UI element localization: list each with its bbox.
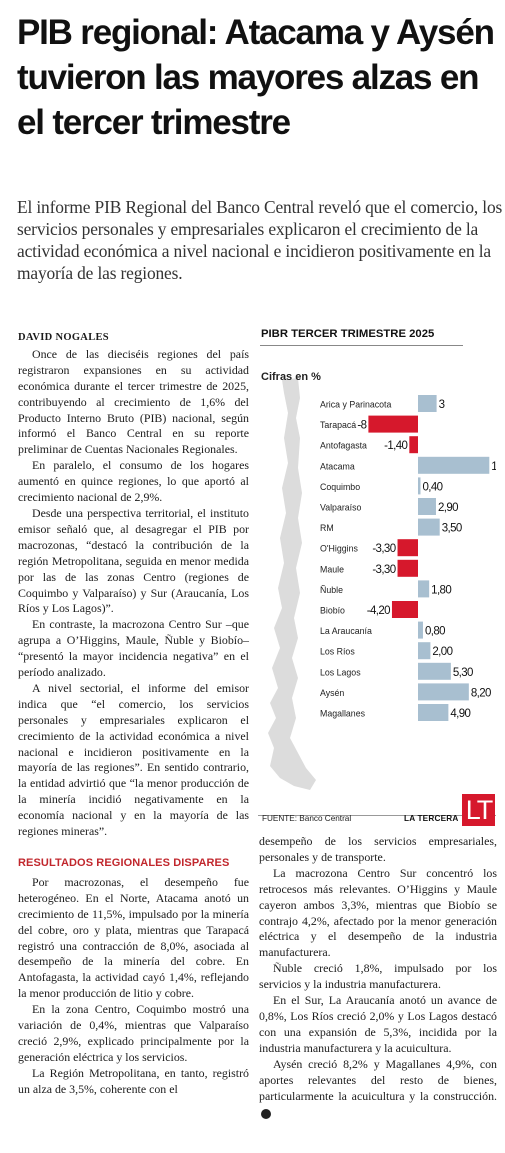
paragraph: Aysén creció 8,2% y Magallanes 4,9%, con… xyxy=(259,1056,497,1120)
body-text-part-3: desempeño de los servicios empresariales… xyxy=(259,834,497,1120)
category-label: Maule xyxy=(320,564,344,574)
body-text-part-2: Por macrozonas, el desempeño fue heterog… xyxy=(18,875,249,1098)
chart-bar xyxy=(418,704,449,721)
article-column-right: desempeño de los servicios empresariales… xyxy=(259,834,497,1120)
article-column-left: DAVID NOGALES Once de las dieciséis regi… xyxy=(18,330,249,1098)
chart-bar xyxy=(418,395,437,412)
category-label: Arica y Parinacota xyxy=(320,400,391,410)
body-text-part-1: Once de las dieciséis regiones del país … xyxy=(18,347,249,840)
chart-title: PIBR TERCER TRIMESTRE 2025 xyxy=(261,328,435,340)
category-label: Antofagasta xyxy=(320,441,367,451)
chile-map-silhouette xyxy=(268,378,316,790)
regional-gdp-chart: Arica y Parinacota 3 Tarapacá -8 Antofagasta… xyxy=(258,328,496,828)
paragraph: La macrozona Centro Sur concentró los re… xyxy=(259,865,497,960)
chart-bar xyxy=(418,456,490,474)
chart-bar xyxy=(418,580,430,598)
value-label: -1,40 xyxy=(384,440,407,452)
chart-source: FUENTE: Banco Central xyxy=(262,814,352,823)
category-label: Aysén xyxy=(320,688,344,698)
chart-bar xyxy=(418,642,431,660)
chart-title-rule xyxy=(260,345,463,346)
end-mark-icon: P xyxy=(261,1109,280,1120)
paragraph: En contraste, la macrozona Centro Sur –q… xyxy=(18,617,249,680)
category-label: Biobío xyxy=(320,606,345,616)
paragraph: Once de las dieciséis regiones del país … xyxy=(18,346,249,457)
paragraph: Ñuble creció 1,8%, impulsado por los ser… xyxy=(259,961,497,992)
chart-bar xyxy=(409,436,418,454)
value-label: 2,90 xyxy=(438,502,458,514)
value-label: 5,30 xyxy=(453,667,473,679)
chart-bar xyxy=(418,498,436,515)
chart-bar xyxy=(418,518,440,536)
chart-bar xyxy=(418,621,423,639)
paragraph: Por macrozonas, el desempeño fue heterog… xyxy=(18,874,249,1001)
paragraph: La Región Metropolitana, en tanto, regis… xyxy=(18,1065,249,1096)
chart-bar xyxy=(397,559,418,577)
source-rule xyxy=(258,815,496,816)
paragraph: En el Sur, La Araucanía anotó un avance … xyxy=(259,993,497,1055)
value-label: 0,80 xyxy=(425,626,445,638)
value-label: 4,90 xyxy=(450,708,470,720)
category-label: Tarapacá xyxy=(320,420,356,430)
category-label: Atacama xyxy=(320,461,355,471)
chart-bar xyxy=(397,539,418,557)
section-heading: RESULTADOS REGIONALES DISPARES xyxy=(18,857,230,869)
paragraph: Desde una perspectiva territorial, el in… xyxy=(18,505,249,616)
value-label: 3 xyxy=(439,399,445,411)
value-label: 1,80 xyxy=(431,584,451,596)
article-lead: El informe PIB Regional del Banco Centra… xyxy=(17,197,503,283)
la-tercera-logo: LT xyxy=(462,794,495,826)
value-label: 3,50 xyxy=(442,523,462,535)
category-label: Ñuble xyxy=(320,585,343,595)
paragraph: En paralelo, el consumo de los hogares a… xyxy=(18,458,249,505)
brand-name: LA TERCERA xyxy=(404,814,459,823)
category-label: Coquimbo xyxy=(320,482,360,492)
category-label: Los Lagos xyxy=(320,667,361,677)
chart-subtitle: Cifras en % xyxy=(261,371,321,383)
value-label: 2,00 xyxy=(432,646,452,658)
paragraph: desempeño de los servicios empresariales… xyxy=(259,834,497,864)
category-label: Valparaíso xyxy=(320,503,362,513)
value-label: -8 xyxy=(357,420,366,432)
paragraph: A nivel sectorial, el informe del emisor… xyxy=(18,680,249,839)
value-label: 11,50 xyxy=(491,461,496,473)
category-label: RM xyxy=(320,523,334,533)
chart-bar xyxy=(391,601,418,618)
byline: DAVID NOGALES xyxy=(18,332,109,343)
value-label: -4,20 xyxy=(367,605,390,617)
chart-bar xyxy=(368,415,418,433)
category-label: Los Ríos xyxy=(320,647,355,657)
chart-bar xyxy=(418,683,469,701)
paragraph: En la zona Centro, Coquimbo mostró una v… xyxy=(18,1002,249,1064)
category-label: O'Higgins xyxy=(320,544,358,554)
category-label: Magallanes xyxy=(320,709,366,719)
value-label: 8,20 xyxy=(471,687,491,699)
article-headline: PIB regional: Atacama y Aysén tuvieron l… xyxy=(17,13,495,142)
chart-bar xyxy=(418,662,451,680)
value-label: 0,40 xyxy=(422,481,442,493)
value-label: -3,30 xyxy=(372,564,395,576)
chart-bar xyxy=(418,477,421,495)
value-label: -3,30 xyxy=(372,543,395,555)
category-label: La Araucanía xyxy=(320,626,372,636)
chart-canvas: Arica y Parinacota 3 Tarapacá -8 Antofagasta… xyxy=(268,378,496,790)
